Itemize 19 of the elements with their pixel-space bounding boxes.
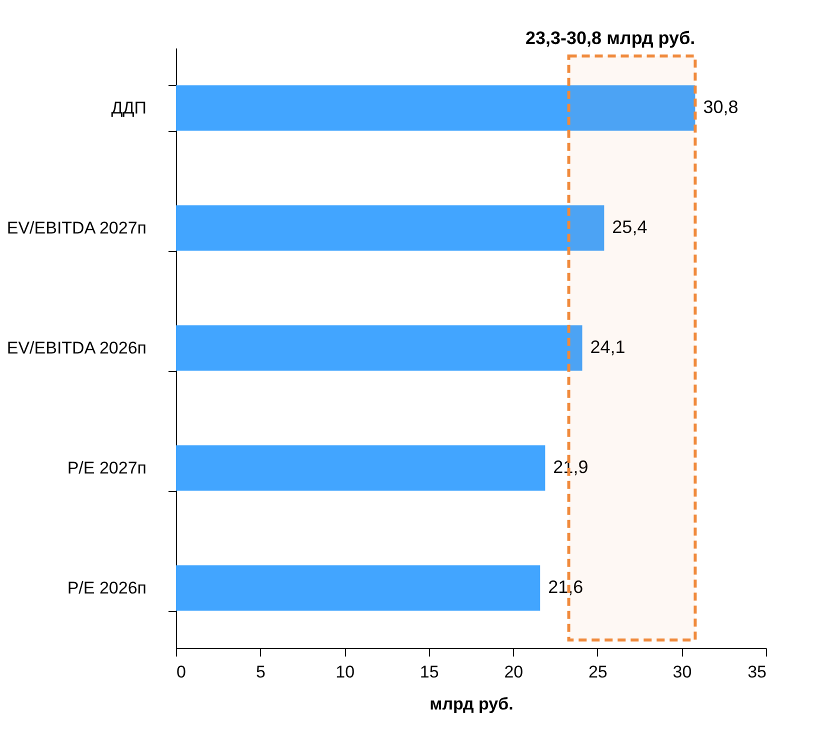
data-label: 30,8 xyxy=(703,97,738,117)
x-tick-label: 35 xyxy=(748,662,766,682)
y-tick-label: ДДП xyxy=(111,98,146,118)
x-tick-label: 25 xyxy=(588,662,608,682)
x-tick-label: 10 xyxy=(336,662,355,682)
y-tick-label: EV/EBITDA 2027п xyxy=(6,218,146,238)
data-label: 25,4 xyxy=(612,217,648,237)
y-tick-label: EV/EBITDA 2026п xyxy=(6,338,146,358)
x-axis-title: млрд руб. xyxy=(430,694,514,714)
x-tick-label: 30 xyxy=(672,662,692,682)
x-tick-label: 15 xyxy=(420,662,439,682)
x-tick-label: 5 xyxy=(256,662,266,682)
x-tick-label: 0 xyxy=(176,662,186,682)
data-label: 24,1 xyxy=(590,337,626,357)
y-tick-label: P/E 2027п xyxy=(67,458,146,478)
data-label: 21,6 xyxy=(548,577,584,597)
band-label: 23,3-30,8 млрд руб. xyxy=(526,28,696,48)
y-tick-label: P/E 2026п xyxy=(67,578,146,598)
x-tick-label: 20 xyxy=(504,662,524,682)
